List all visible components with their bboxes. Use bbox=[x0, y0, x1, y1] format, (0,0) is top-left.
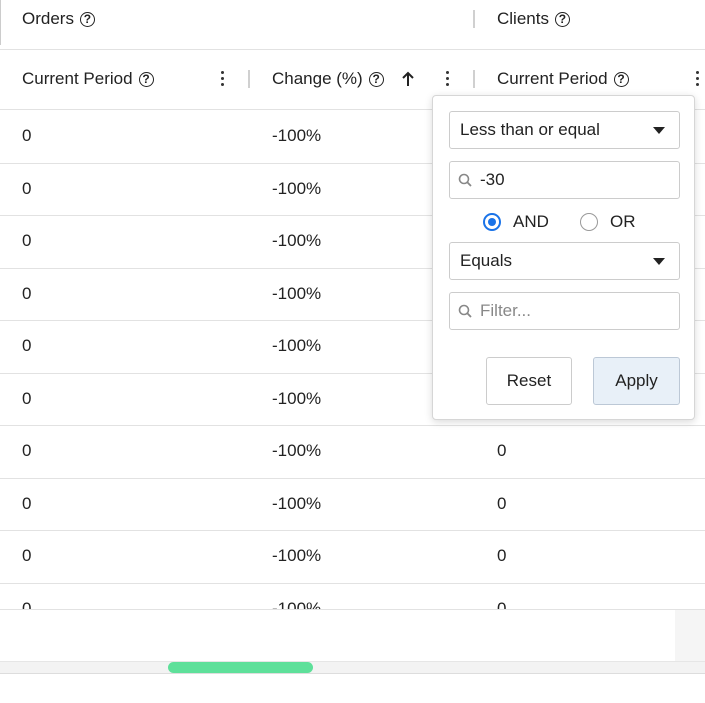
row-divider bbox=[0, 267, 705, 269]
cell: 0 bbox=[22, 336, 32, 355]
cell: 0 bbox=[22, 126, 32, 145]
data-grid: Orders? Clients? Current Period? Change … bbox=[0, 0, 705, 609]
divider bbox=[0, 109, 705, 110]
cell: -100% bbox=[272, 231, 322, 250]
row-divider bbox=[0, 477, 705, 479]
cell: -100% bbox=[272, 283, 322, 303]
cell: 0 bbox=[22, 388, 32, 408]
row-divider bbox=[0, 530, 705, 531]
help-icon[interactable]: ? bbox=[554, 11, 570, 27]
scrollbar-thumb[interactable] bbox=[168, 662, 313, 673]
row-divider bbox=[0, 582, 705, 584]
cell: 0 bbox=[497, 546, 507, 565]
help-icon[interactable]: ? bbox=[138, 71, 154, 87]
input-value: -30 bbox=[480, 170, 505, 189]
group-header: Clients? bbox=[497, 9, 570, 29]
reset-button[interactable]: Reset bbox=[486, 357, 572, 405]
radio-or[interactable]: OR bbox=[580, 212, 636, 232]
divider bbox=[0, 49, 705, 50]
cell: 0 bbox=[497, 493, 507, 513]
sort-ascending-icon[interactable] bbox=[400, 70, 416, 88]
group-header: Orders? bbox=[22, 9, 95, 29]
column-menu[interactable] bbox=[221, 71, 225, 89]
radio-and[interactable]: AND bbox=[483, 212, 549, 232]
separator bbox=[248, 70, 250, 88]
filter-input[interactable]: -30 bbox=[449, 161, 680, 199]
row-divider bbox=[0, 372, 705, 374]
select-value: Less than or equal bbox=[460, 120, 600, 139]
cell: -100% bbox=[272, 598, 322, 610]
radio-label: OR bbox=[610, 212, 636, 231]
help-icon[interactable]: ? bbox=[613, 71, 629, 87]
select-value: Equals bbox=[460, 251, 512, 270]
separator bbox=[473, 70, 475, 88]
cell: -100% bbox=[272, 493, 322, 513]
column-header[interactable]: Change (%)? bbox=[272, 69, 416, 89]
apply-button[interactable]: Apply bbox=[593, 357, 680, 405]
placeholder: Filter... bbox=[480, 301, 532, 320]
cell: -100% bbox=[272, 388, 322, 408]
row-divider bbox=[0, 162, 705, 164]
filter-popup: Less than or equal -30 AND OR Equals Fil… bbox=[432, 95, 695, 420]
search-icon bbox=[458, 304, 472, 318]
condition-select[interactable]: Equals bbox=[449, 242, 680, 280]
column-label: Current Period bbox=[497, 69, 608, 88]
cell: 0 bbox=[22, 493, 32, 513]
group-label: Orders bbox=[22, 9, 74, 28]
column-header[interactable]: Current Period? bbox=[497, 69, 629, 89]
left-border bbox=[0, 0, 1, 45]
cell: -100% bbox=[272, 336, 322, 355]
search-icon bbox=[458, 173, 472, 187]
button-label: Reset bbox=[506, 371, 552, 390]
cell: 0 bbox=[497, 441, 507, 460]
help-icon[interactable]: ? bbox=[368, 71, 384, 87]
cell: 0 bbox=[497, 598, 507, 610]
row-divider bbox=[0, 320, 705, 321]
column-label: Current Period bbox=[22, 69, 133, 88]
row-divider bbox=[0, 215, 705, 216]
scrollbar-track[interactable] bbox=[0, 661, 705, 674]
filter-input[interactable]: Filter... bbox=[449, 292, 680, 330]
cell: 0 bbox=[22, 441, 32, 460]
cell: -100% bbox=[272, 126, 322, 145]
button-label: Apply bbox=[615, 371, 658, 390]
cell: 0 bbox=[22, 598, 32, 610]
cell: -100% bbox=[272, 178, 322, 198]
column-label: Change (%) bbox=[272, 69, 363, 88]
corner bbox=[675, 610, 705, 662]
radio-label: AND bbox=[513, 212, 549, 231]
column-menu[interactable] bbox=[446, 71, 450, 89]
column-menu[interactable] bbox=[696, 71, 700, 89]
cell: 0 bbox=[22, 546, 32, 565]
group-label: Clients bbox=[497, 9, 549, 28]
footer-border bbox=[0, 609, 705, 610]
cell: -100% bbox=[272, 546, 322, 565]
separator bbox=[473, 10, 475, 28]
row-divider bbox=[0, 425, 705, 426]
cell: 0 bbox=[22, 283, 32, 303]
help-icon[interactable]: ? bbox=[79, 11, 95, 27]
cell: 0 bbox=[22, 178, 32, 198]
condition-select[interactable]: Less than or equal bbox=[449, 111, 680, 149]
cell: 0 bbox=[22, 231, 32, 250]
column-header[interactable]: Current Period? bbox=[22, 69, 154, 89]
cell: -100% bbox=[272, 441, 322, 460]
